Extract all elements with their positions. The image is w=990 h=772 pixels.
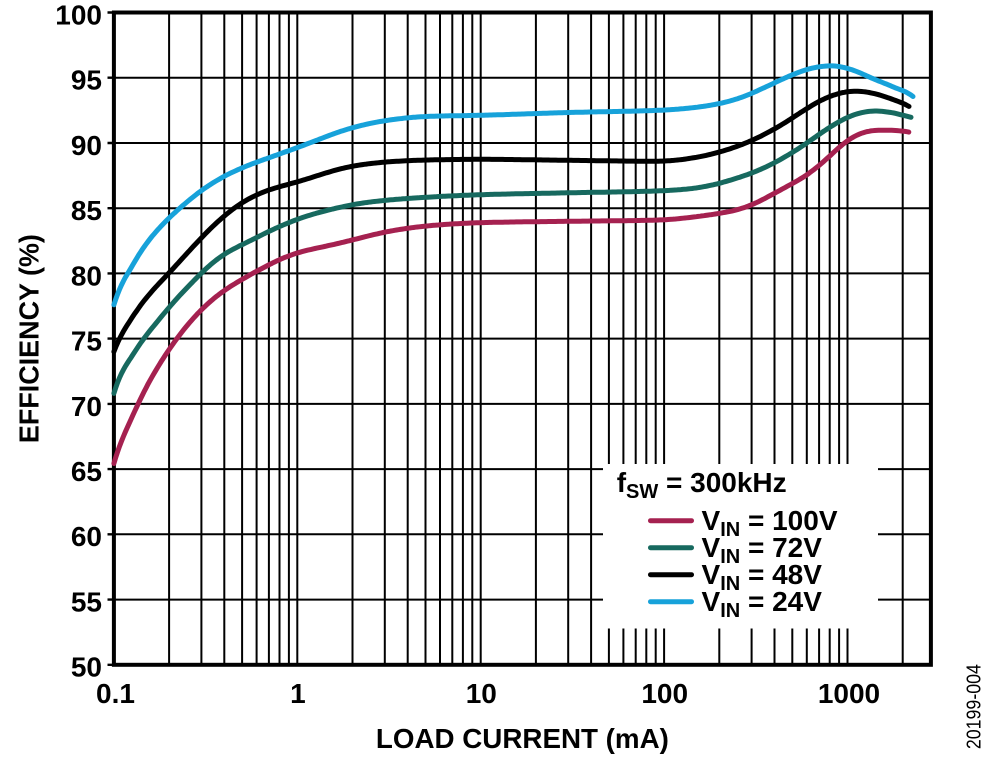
svg-text:EFFICIENCY (%): EFFICIENCY (%) bbox=[14, 234, 45, 443]
svg-text:85: 85 bbox=[71, 195, 102, 226]
svg-text:80: 80 bbox=[71, 260, 102, 291]
svg-text:fSW = 300kHz: fSW = 300kHz bbox=[617, 467, 787, 503]
svg-text:10: 10 bbox=[466, 678, 497, 709]
svg-text:65: 65 bbox=[71, 456, 102, 487]
svg-text:VIN = 72V: VIN = 72V bbox=[702, 532, 823, 568]
svg-text:100: 100 bbox=[641, 678, 688, 709]
svg-text:55: 55 bbox=[71, 587, 102, 618]
svg-text:50: 50 bbox=[71, 652, 102, 683]
svg-text:90: 90 bbox=[71, 130, 102, 161]
svg-text:60: 60 bbox=[71, 521, 102, 552]
svg-text:95: 95 bbox=[71, 65, 102, 96]
svg-text:20199-004: 20199-004 bbox=[962, 664, 985, 749]
svg-text:0.1: 0.1 bbox=[96, 678, 135, 709]
svg-text:1000: 1000 bbox=[818, 678, 880, 709]
svg-text:100: 100 bbox=[55, 0, 102, 30]
svg-text:VIN = 24V: VIN = 24V bbox=[702, 586, 823, 622]
svg-text:70: 70 bbox=[71, 391, 102, 422]
svg-text:LOAD CURRENT (mA): LOAD CURRENT (mA) bbox=[376, 723, 669, 754]
svg-text:75: 75 bbox=[71, 326, 102, 357]
svg-text:1: 1 bbox=[290, 678, 306, 709]
